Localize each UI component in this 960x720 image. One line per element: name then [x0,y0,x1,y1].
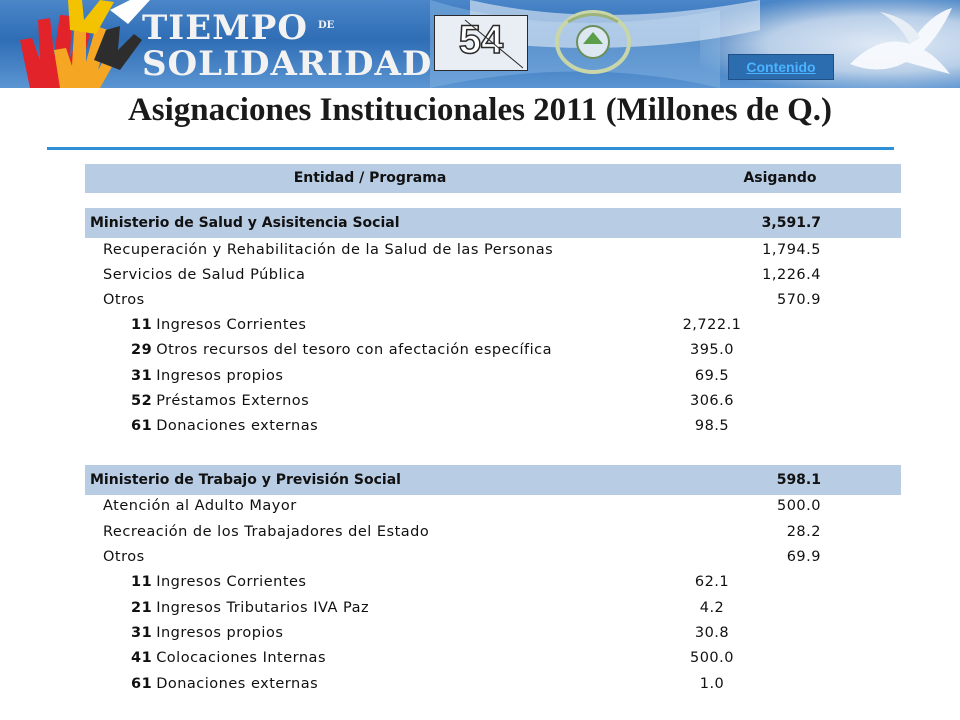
table-header: Entidad / Programa Asigando [85,164,901,193]
program-name: Recreación de los Trabajadores del Estad… [103,524,430,540]
dove-icon [850,8,952,74]
source-value: 4.2 [699,600,725,616]
table-row: 61 Donaciones externas 1.0 [85,673,901,697]
source-name: 11 Ingresos Corrientes [131,317,306,333]
slide-number: 54 [458,17,504,63]
contenido-link[interactable]: Contenido [728,54,834,80]
source-name: 21 Ingresos Tributarios IVA Paz [131,600,369,616]
coat-of-arms-icon [555,10,631,74]
page-title: Asignaciones Institucionales 2011 (Millo… [127,92,833,128]
source-value: 1.0 [699,676,725,692]
source-label: Ingresos Tributarios IVA Paz [156,600,370,616]
source-value: 395.0 [689,342,734,358]
source-code: 21 [131,600,153,616]
source-value: 2,722.1 [682,317,742,333]
source-value: 98.5 [694,418,730,434]
source-code: 11 [131,317,153,333]
table-row: Atención al Adulto Mayor 500.0 [85,495,901,519]
source-value: 62.1 [694,574,730,590]
source-name: 41 Colocaciones Internas [131,650,326,666]
table-row: 41 Colocaciones Internas 500.0 [85,647,901,671]
source-label: Donaciones externas [156,418,319,434]
logo-line1: TIEMPO [142,8,308,48]
title-divider [47,147,894,150]
source-label: Ingresos propios [156,625,284,641]
section-name: Ministerio de Salud y Asisitencia Social [90,215,400,231]
source-label: Préstamos Externos [156,393,310,409]
section-name: Ministerio de Trabajo y Previsión Social [90,472,401,488]
table-row: Otros 570.9 [85,289,901,313]
program-name: Otros [103,292,145,308]
slide-number-box: 54 [434,15,528,71]
header-banner: TIEMPO DE SOLIDARIDAD 54 Contenido [0,0,960,88]
source-name: 61 Donaciones externas [131,676,318,692]
program-name: Servicios de Salud Pública [103,267,306,283]
source-value: 500.0 [689,650,734,666]
table-row: 31 Ingresos propios 30.8 [85,622,901,646]
program-name: Atención al Adulto Mayor [103,498,297,514]
table-row: 52 Préstamos Externos 306.6 [85,390,901,414]
source-value: 30.8 [694,625,730,641]
column-header-assigned: Asigando [743,170,817,186]
source-label: Otros recursos del tesoro con afectación… [156,342,553,358]
program-value: 28.2 [786,524,821,540]
source-label: Ingresos Corrientes [156,574,307,590]
program-value: 1,794.5 [762,242,821,258]
source-name: 52 Préstamos Externos [131,393,309,409]
table-row: 11 Ingresos Corrientes 2,722.1 [85,314,901,338]
source-code: 61 [131,676,153,692]
program-value: 1,226.4 [762,267,821,283]
program-value: 570.9 [776,292,821,308]
table-row: Otros 69.9 [85,546,901,570]
hands-logo-icon [20,0,150,88]
source-code: 29 [131,342,153,358]
program-name: Otros [103,549,145,565]
source-code: 61 [131,418,153,434]
table-row: 61 Donaciones externas 98.5 [85,415,901,439]
source-name: 11 Ingresos Corrientes [131,574,306,590]
source-name: 29 Otros recursos del tesoro con afectaci… [131,342,552,358]
source-name: 31 Ingresos propios [131,368,283,384]
table-row: Recreación de los Trabajadores del Estad… [85,521,901,545]
slide-number-diagonal [464,19,524,69]
source-code: 11 [131,574,153,590]
section-row-trabajo: Ministerio de Trabajo y Previsión Social… [85,465,901,495]
column-header-entity: Entidad / Programa [293,170,447,186]
section-row-salud: Ministerio de Salud y Asisitencia Social… [85,208,901,238]
source-value: 306.6 [689,393,734,409]
program-name: Recuperación y Rehabilitación de la Salu… [103,242,554,258]
source-label: Ingresos propios [156,368,284,384]
table-row: Servicios de Salud Pública 1,226.4 [85,264,901,288]
table-row: 31 Ingresos propios 69.5 [85,365,901,389]
source-code: 52 [131,393,153,409]
table-row: 29 Otros recursos del tesoro con afectaci… [85,339,901,363]
source-code: 41 [131,650,153,666]
source-label: Ingresos Corrientes [156,317,307,333]
source-name: 31 Ingresos propios [131,625,283,641]
source-label: Colocaciones Internas [156,650,326,666]
source-label: Donaciones externas [156,676,319,692]
section-total: 3,591.7 [761,215,821,231]
logo-line2: SOLIDARIDAD [142,44,433,84]
logo-wordmark: TIEMPO DE SOLIDARIDAD [118,2,448,84]
logo-de: DE [318,20,335,31]
section-total: 598.1 [776,472,821,488]
source-code: 31 [131,368,153,384]
source-code: 31 [131,625,153,641]
program-value: 69.9 [786,549,821,565]
program-value: 500.0 [776,498,821,514]
table-row: 21 Ingresos Tributarios IVA Paz 4.2 [85,597,901,621]
source-name: 61 Donaciones externas [131,418,318,434]
table-row: 11 Ingresos Corrientes 62.1 [85,571,901,595]
source-value: 69.5 [694,368,730,384]
table-row: Recuperación y Rehabilitación de la Salu… [85,239,901,263]
